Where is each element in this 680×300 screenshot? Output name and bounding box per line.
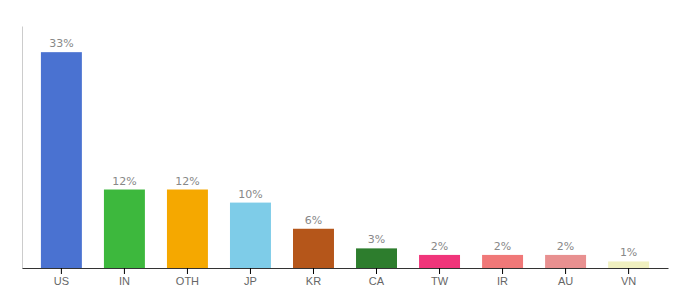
x-tick: VN: [621, 268, 636, 287]
x-tick-mark: [565, 268, 566, 274]
bar: [356, 248, 397, 268]
x-tick: KR: [306, 268, 321, 287]
data-label: 33%: [49, 37, 73, 50]
data-label: 10%: [238, 188, 262, 201]
x-tick: CA: [369, 268, 385, 287]
x-tick-mark: [124, 268, 125, 274]
x-tick: JP: [244, 268, 257, 287]
bar: [167, 190, 208, 268]
x-tick-mark: [376, 268, 377, 274]
data-label: 2%: [431, 240, 448, 253]
x-tick-mark: [61, 268, 62, 274]
bar: [608, 261, 649, 268]
x-tick-label: KR: [306, 275, 321, 287]
x-tick-label: VN: [621, 275, 636, 287]
data-label: 2%: [494, 240, 511, 253]
bar: [293, 229, 334, 268]
x-tick-label: OTH: [176, 275, 199, 287]
x-tick: US: [54, 268, 69, 287]
x-tick-label: IN: [119, 275, 130, 287]
x-tick-label: JP: [244, 275, 257, 287]
x-tick-label: IR: [497, 275, 508, 287]
x-tick-label: CA: [369, 275, 385, 287]
x-tick-label: AU: [558, 275, 573, 287]
x-tick-mark: [250, 268, 251, 274]
x-tick: AU: [558, 268, 573, 287]
x-tick: IR: [497, 268, 508, 287]
bar: [545, 255, 586, 268]
x-tick: TW: [431, 268, 449, 287]
x-tick-mark: [439, 268, 440, 274]
data-label: 12%: [175, 175, 199, 188]
bar: [482, 255, 523, 268]
bar: [230, 203, 271, 268]
x-tick-label: TW: [431, 275, 449, 287]
data-label: 2%: [557, 240, 574, 253]
x-axis-line: [23, 268, 669, 269]
x-axis: US IN OTH JP KR CA TW IR AU VN: [23, 268, 669, 287]
data-label: 12%: [112, 175, 136, 188]
x-tick: OTH: [176, 268, 199, 287]
x-tick-mark: [502, 268, 503, 274]
data-label: 6%: [305, 214, 322, 227]
bar: [104, 190, 145, 268]
bar: [41, 52, 82, 268]
chart: US IN OTH JP KR CA TW IR AU VN 33% 12% 12% 10% 6% 3% 2% 2…: [0, 0, 680, 300]
x-tick: IN: [119, 268, 130, 287]
x-tick-mark: [313, 268, 314, 274]
x-tick-mark: [187, 268, 188, 274]
y-axis: [22, 27, 23, 269]
y-axis-line: [22, 27, 23, 269]
bar: [419, 255, 460, 268]
data-label: 3%: [368, 233, 385, 246]
data-label: 1%: [620, 246, 637, 259]
plot: US IN OTH JP KR CA TW IR AU VN 33% 12% 12% 10% 6% 3% 2% 2…: [23, 27, 669, 287]
x-tick-mark: [628, 268, 629, 274]
x-tick-label: US: [54, 275, 69, 287]
data-labels: 33% 12% 12% 10% 6% 3% 2% 2% 2% 1%: [49, 37, 637, 259]
bars: [41, 52, 649, 268]
